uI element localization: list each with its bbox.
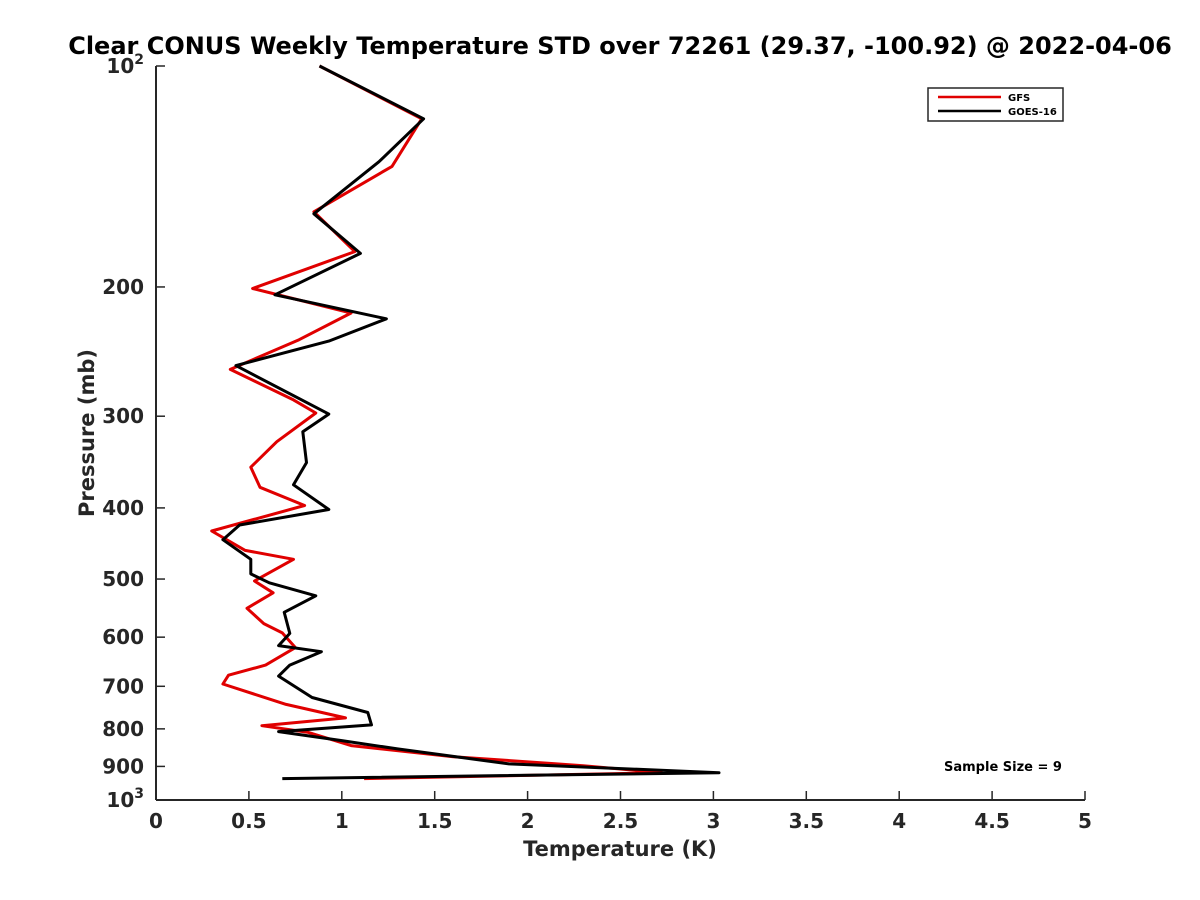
x-tick-label: 3 [706, 809, 720, 833]
x-tick-label: 3.5 [789, 809, 824, 833]
y-tick-label: 700 [102, 674, 144, 698]
y-tick-label: 900 [102, 754, 144, 778]
x-tick-label: 1 [335, 809, 349, 833]
legend-box [927, 87, 1064, 122]
y-tick-label: 500 [102, 567, 144, 591]
x-tick-label: 1.5 [417, 809, 452, 833]
y-tick-label: 600 [102, 625, 144, 649]
chart-title: Clear CONUS Weekly Temperature STD over … [68, 32, 1172, 60]
axes [155, 66, 1085, 801]
series-line-gfs [210, 64, 663, 781]
y-tick-label: 800 [102, 717, 144, 741]
x-axis-label: Temperature (K) [523, 837, 717, 861]
x-tick-label: 2.5 [603, 809, 638, 833]
x-tick-label: 5 [1078, 809, 1092, 833]
x-tick-label: 4.5 [974, 809, 1009, 833]
x-tick-label: 2 [521, 809, 535, 833]
y-tick-label: 400 [102, 496, 144, 520]
y-axis-label: Pressure (mb) [75, 349, 99, 517]
legend-label-gfs: GFS [1008, 93, 1030, 104]
legend-label-goes16: GOES-16 [1008, 107, 1057, 118]
sample-size-annotation: Sample Size = 9 [944, 760, 1062, 775]
legend: GFS GOES-16 [927, 87, 1064, 122]
x-ticks: 0 0.5 1 1.5 2 2.5 3 3.5 4 4.5 5 [149, 791, 1092, 833]
series-line-goes16 [221, 64, 721, 781]
x-tick-label: 0.5 [231, 809, 266, 833]
plot-lines [210, 64, 721, 781]
y-tick-label: 103 [106, 786, 144, 812]
y-tick-label: 300 [102, 404, 144, 428]
y-ticks: 102 200 300 400 500 600 700 800 900 103 [102, 52, 165, 812]
y-tick-label: 102 [106, 52, 144, 78]
x-tick-label: 4 [892, 809, 906, 833]
x-tick-label: 0 [149, 809, 163, 833]
y-tick-label: 200 [102, 275, 144, 299]
